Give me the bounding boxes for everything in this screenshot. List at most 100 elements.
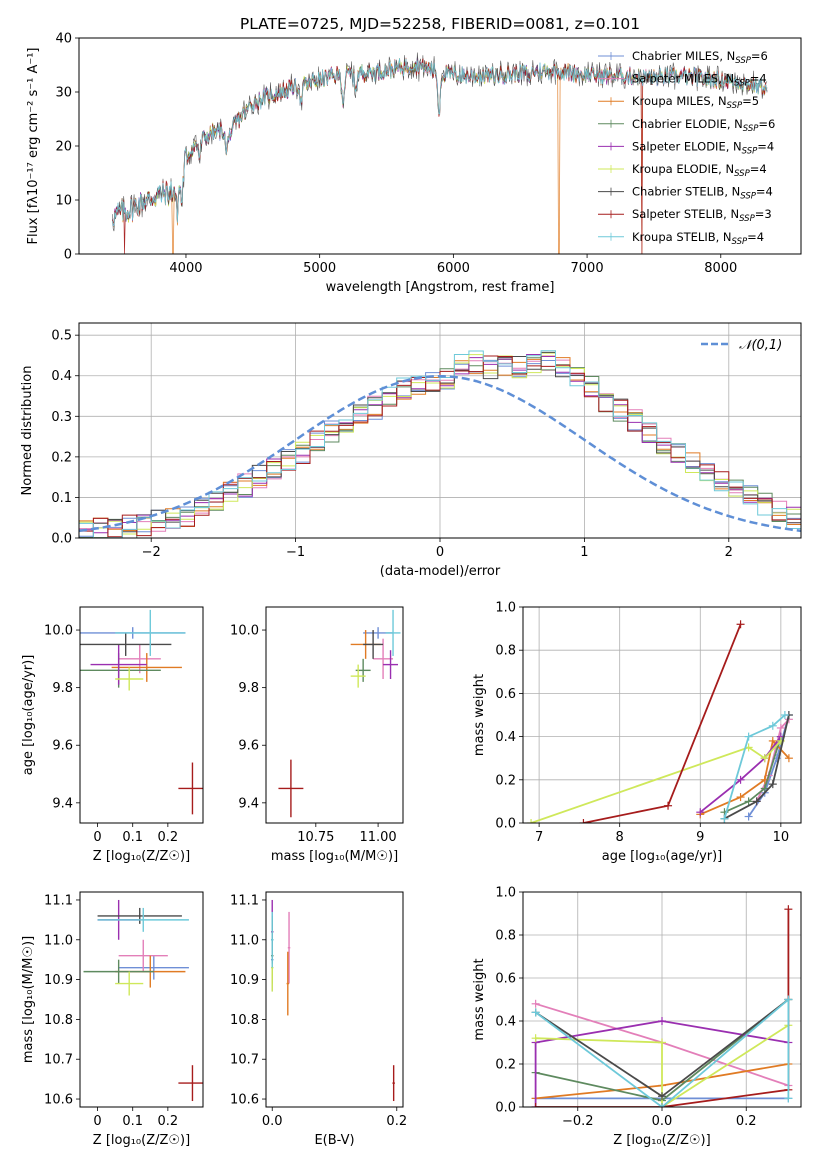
y-tick-label: 11.0 — [230, 933, 259, 948]
y-tick-label: 0.0 — [495, 817, 516, 832]
age_vs_Z-panel: 0 0.1 0.2 9.4 9.6 9.8 10.0 Z [log₁₀(Z/Z☉)] age [… — [21, 606, 204, 864]
y-tick-label: 30 — [55, 86, 72, 101]
y-tick-label: 0.3 — [51, 410, 72, 425]
legend-entry: Kroupa MILES, NSSP=5 — [632, 94, 759, 111]
plot-area — [79, 350, 801, 538]
y-tick-label: 10.7 — [230, 1053, 259, 1068]
x-tick-label: 7 — [535, 830, 543, 845]
x-axis-label: Z [log₁₀(Z/Z☉)] — [93, 849, 190, 864]
plot-area — [527, 620, 793, 823]
plot-area — [83, 899, 203, 1102]
x-tick-label: 0.2 — [158, 1114, 179, 1129]
x-tick-label: 4000 — [169, 261, 202, 276]
x-tick-label: 0.2 — [736, 1114, 757, 1129]
x-tick-label: 0 — [93, 830, 101, 845]
y-tick-label: 9.4 — [238, 796, 259, 811]
x-axis-label: wavelength [Angstrom, rest frame] — [326, 280, 555, 295]
y-tick-label: 11.1 — [44, 893, 73, 908]
x-tick-label: 0.1 — [122, 1114, 143, 1129]
legend-entry: Salpeter STELIB, NSSP=3 — [632, 207, 772, 224]
legend-entry: 𝒩(0,1) — [739, 338, 782, 353]
age_vs_mass-panel: 10.75 11.00 9.4 9.6 9.8 10.0 mass [log₁₀(M/M☉)… — [230, 606, 404, 864]
residual_histogram-panel: −2 −1 0 1 2 0.0 0.1 0.2 0.3 0.4 0.5 (data-model)/er… — [20, 322, 802, 579]
x-tick-label: 0.2 — [158, 830, 179, 845]
x-tick-label: 11.00 — [359, 830, 396, 845]
y-tick-label: 0.6 — [495, 972, 516, 987]
x-tick-label: −0.2 — [562, 1114, 594, 1129]
x-tick-label: 0.0 — [262, 1114, 283, 1129]
y-tick-label: 0.2 — [495, 1058, 516, 1073]
legend-entry: Chabrier ELODIE, NSSP=6 — [632, 117, 775, 134]
y-tick-label: 10.8 — [44, 1013, 73, 1028]
weight-line-kroupa-stelib — [535, 997, 790, 1107]
x-axis-label: (data-model)/error — [380, 564, 501, 579]
y-tick-label: 0.2 — [51, 450, 72, 465]
axes-frame — [265, 606, 404, 824]
x-tick-label: 1 — [580, 545, 588, 560]
x-tick-label: 7000 — [571, 261, 604, 276]
y-tick-label: 9.6 — [238, 739, 259, 754]
normal-curve — [79, 374, 801, 533]
legend-entry: Salpeter MILES, NSSP=4 — [632, 72, 767, 89]
y-axis-label: age [log₁₀(age/yr)] — [21, 655, 36, 776]
y-tick-label: 20 — [55, 140, 72, 155]
x-tick-label: 5000 — [303, 261, 336, 276]
y-tick-label: 0.4 — [51, 369, 72, 384]
y-tick-label: 10 — [55, 194, 72, 209]
y-tick-label: 10.7 — [44, 1053, 73, 1068]
plot-area — [278, 609, 401, 818]
y-tick-label: 40 — [55, 32, 72, 47]
plot-area — [531, 905, 793, 1107]
x-axis-label: age [log₁₀(age/yr)] — [602, 849, 723, 864]
x-tick-label: 0 — [93, 1114, 101, 1129]
y-tick-label: 10.9 — [44, 973, 73, 988]
mass_vs_Z-panel: 0 0.1 0.2 10.6 10.7 10.8 10.9 11.0 11.1 Z [log₁₀(… — [21, 891, 204, 1148]
y-tick-label: 0.0 — [51, 532, 72, 547]
x-tick-label: 0.1 — [122, 830, 143, 845]
spectrum-line-kroupa-stelib — [112, 58, 768, 227]
legend-entry: Salpeter ELODIE, NSSP=4 — [632, 139, 774, 156]
axes-frame — [79, 606, 204, 824]
y-tick-label: 10.6 — [230, 1093, 259, 1108]
y-tick-label: 9.8 — [52, 681, 73, 696]
weight-line-kroupa-stelib — [723, 714, 786, 819]
y-axis-label: Normed distribution — [20, 366, 35, 496]
y-tick-label: 0.8 — [495, 644, 516, 659]
axes-frame — [265, 891, 404, 1108]
weight_vs_Z-panel: −0.2 0.0 0.2 0.0 0.2 0.4 0.6 0.8 1.0 Z [log₁₀(Z/Z… — [472, 886, 802, 1148]
legend-entry: Kroupa STELIB, NSSP=4 — [632, 230, 764, 247]
y-tick-label: 11.1 — [230, 893, 259, 908]
y-tick-label: 11.0 — [44, 933, 73, 948]
y-tick-label: 0.0 — [495, 1101, 516, 1116]
spectrum-legend: Chabrier MILES, NSSP=6 Salpeter MILES, NS… — [598, 49, 775, 247]
y-tick-label: 0.8 — [495, 929, 516, 944]
y-tick-label: 0.5 — [51, 329, 72, 344]
y-axis-label: mass weight — [472, 674, 487, 756]
x-tick-label: 2 — [725, 545, 733, 560]
x-tick-label: 10.75 — [297, 830, 334, 845]
x-tick-label: 0 — [436, 545, 444, 560]
plot-area — [270, 899, 395, 1102]
y-axis-label: mass [log₁₀(M/M☉)] — [21, 936, 36, 1063]
weight-line-kroupa-elodie — [535, 1024, 789, 1107]
plot-area — [112, 52, 768, 254]
histogram-kroupa-stelib — [79, 350, 801, 538]
x-tick-label: 6000 — [437, 261, 470, 276]
legend-entry: Kroupa ELODIE, NSSP=4 — [632, 162, 767, 179]
figure-title: PLATE=0725, MJD=52258, FIBERID=0081, z=0… — [240, 15, 640, 33]
axes-frame — [522, 606, 802, 824]
y-tick-label: 10.0 — [230, 624, 259, 639]
y-tick-label: 1.0 — [495, 601, 516, 616]
x-tick-label: 9 — [696, 830, 704, 845]
x-tick-label: −1 — [286, 545, 305, 560]
y-tick-label: 0 — [64, 248, 72, 263]
y-axis-label: mass weight — [472, 958, 487, 1040]
legend-entry: Chabrier MILES, NSSP=6 — [632, 49, 768, 66]
x-tick-label: 0.0 — [652, 1114, 673, 1129]
y-tick-label: 0.6 — [495, 687, 516, 702]
axes-frame — [79, 891, 204, 1108]
weight_vs_age-panel: 7 8 9 10 0.0 0.2 0.4 0.6 0.8 1.0 age [log₁₀(age/yr… — [472, 601, 802, 864]
y-tick-label: 0.1 — [51, 491, 72, 506]
x-tick-label: −2 — [142, 545, 161, 560]
